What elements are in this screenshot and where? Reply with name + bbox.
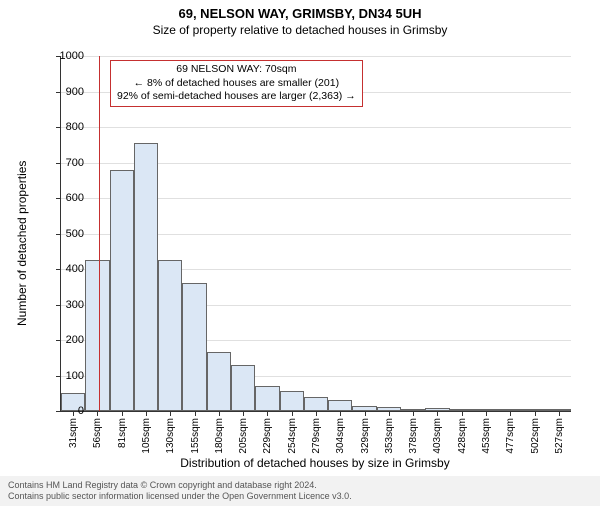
x-tick bbox=[462, 411, 463, 416]
y-tick-label: 100 bbox=[44, 370, 84, 382]
histogram-bar bbox=[158, 260, 182, 411]
histogram-bar bbox=[255, 386, 279, 411]
chart-title: Size of property relative to detached ho… bbox=[0, 23, 600, 37]
histogram-bar bbox=[110, 170, 134, 411]
x-tick-label: 56sqm bbox=[92, 418, 103, 448]
y-tick-label: 900 bbox=[44, 86, 84, 98]
x-tick-label: 279sqm bbox=[311, 418, 322, 454]
footer: Contains HM Land Registry data © Crown c… bbox=[0, 476, 600, 506]
x-tick-label: 254sqm bbox=[287, 418, 298, 454]
x-tick-label: 527sqm bbox=[554, 418, 565, 454]
footer-line-2: Contains public sector information licen… bbox=[8, 491, 592, 502]
x-tick bbox=[340, 411, 341, 416]
annotation-box: 69 NELSON WAY: 70sqm ← 8% of detached ho… bbox=[110, 60, 363, 107]
x-tick-label: 502sqm bbox=[530, 418, 541, 454]
x-tick-label: 229sqm bbox=[262, 418, 273, 454]
x-tick-label: 378sqm bbox=[408, 418, 419, 454]
x-tick-label: 403sqm bbox=[432, 418, 443, 454]
x-tick-label: 205sqm bbox=[238, 418, 249, 454]
x-tick bbox=[97, 411, 98, 416]
x-tick bbox=[389, 411, 390, 416]
x-tick bbox=[267, 411, 268, 416]
annotation-line-2: ← 8% of detached houses are smaller (201… bbox=[117, 77, 356, 91]
y-tick-label: 300 bbox=[44, 299, 84, 311]
histogram-bar bbox=[85, 260, 109, 411]
chart-area: 69 NELSON WAY: 70sqm ← 8% of detached ho… bbox=[60, 56, 570, 411]
grid-line bbox=[61, 56, 571, 57]
annotation-line-1: 69 NELSON WAY: 70sqm bbox=[117, 63, 356, 77]
x-tick-label: 304sqm bbox=[335, 418, 346, 454]
y-tick-label: 0 bbox=[44, 405, 84, 417]
x-axis-label: Distribution of detached houses by size … bbox=[115, 456, 515, 470]
footer-line-1: Contains HM Land Registry data © Crown c… bbox=[8, 480, 592, 491]
x-tick-label: 155sqm bbox=[190, 418, 201, 454]
x-tick bbox=[365, 411, 366, 416]
x-tick-label: 453sqm bbox=[481, 418, 492, 454]
y-axis-label: Number of detached properties bbox=[15, 161, 29, 326]
histogram-bar bbox=[231, 365, 255, 411]
histogram-bar bbox=[182, 283, 206, 411]
x-tick-label: 130sqm bbox=[165, 418, 176, 454]
x-tick bbox=[486, 411, 487, 416]
x-tick-label: 353sqm bbox=[384, 418, 395, 454]
x-tick bbox=[413, 411, 414, 416]
x-tick bbox=[146, 411, 147, 416]
histogram-bar bbox=[134, 143, 158, 411]
address-title: 69, NELSON WAY, GRIMSBY, DN34 5UH bbox=[0, 6, 600, 21]
x-tick-label: 180sqm bbox=[214, 418, 225, 454]
x-tick-label: 105sqm bbox=[141, 418, 152, 454]
x-tick-label: 81sqm bbox=[117, 418, 128, 448]
x-tick-label: 31sqm bbox=[68, 418, 79, 448]
x-tick bbox=[559, 411, 560, 416]
y-tick-label: 800 bbox=[44, 121, 84, 133]
x-tick bbox=[122, 411, 123, 416]
x-tick-label: 477sqm bbox=[505, 418, 516, 454]
y-tick-label: 400 bbox=[44, 263, 84, 275]
annotation-line-3: 92% of semi-detached houses are larger (… bbox=[117, 90, 356, 104]
histogram-bar bbox=[207, 352, 231, 411]
y-tick-label: 1000 bbox=[44, 50, 84, 62]
y-tick-label: 700 bbox=[44, 157, 84, 169]
histogram-bar bbox=[304, 397, 328, 411]
x-tick bbox=[170, 411, 171, 416]
plot-area bbox=[60, 56, 571, 412]
reference-line bbox=[99, 56, 100, 411]
histogram-bar bbox=[328, 400, 352, 411]
y-tick-label: 500 bbox=[44, 228, 84, 240]
y-tick-label: 200 bbox=[44, 334, 84, 346]
x-tick bbox=[437, 411, 438, 416]
y-tick-label: 600 bbox=[44, 192, 84, 204]
x-tick bbox=[292, 411, 293, 416]
x-tick bbox=[535, 411, 536, 416]
x-tick bbox=[195, 411, 196, 416]
x-tick bbox=[510, 411, 511, 416]
histogram-bar bbox=[280, 391, 304, 411]
grid-line bbox=[61, 127, 571, 128]
x-tick bbox=[243, 411, 244, 416]
x-tick-label: 329sqm bbox=[360, 418, 371, 454]
x-tick bbox=[219, 411, 220, 416]
x-tick bbox=[316, 411, 317, 416]
x-tick-label: 428sqm bbox=[457, 418, 468, 454]
